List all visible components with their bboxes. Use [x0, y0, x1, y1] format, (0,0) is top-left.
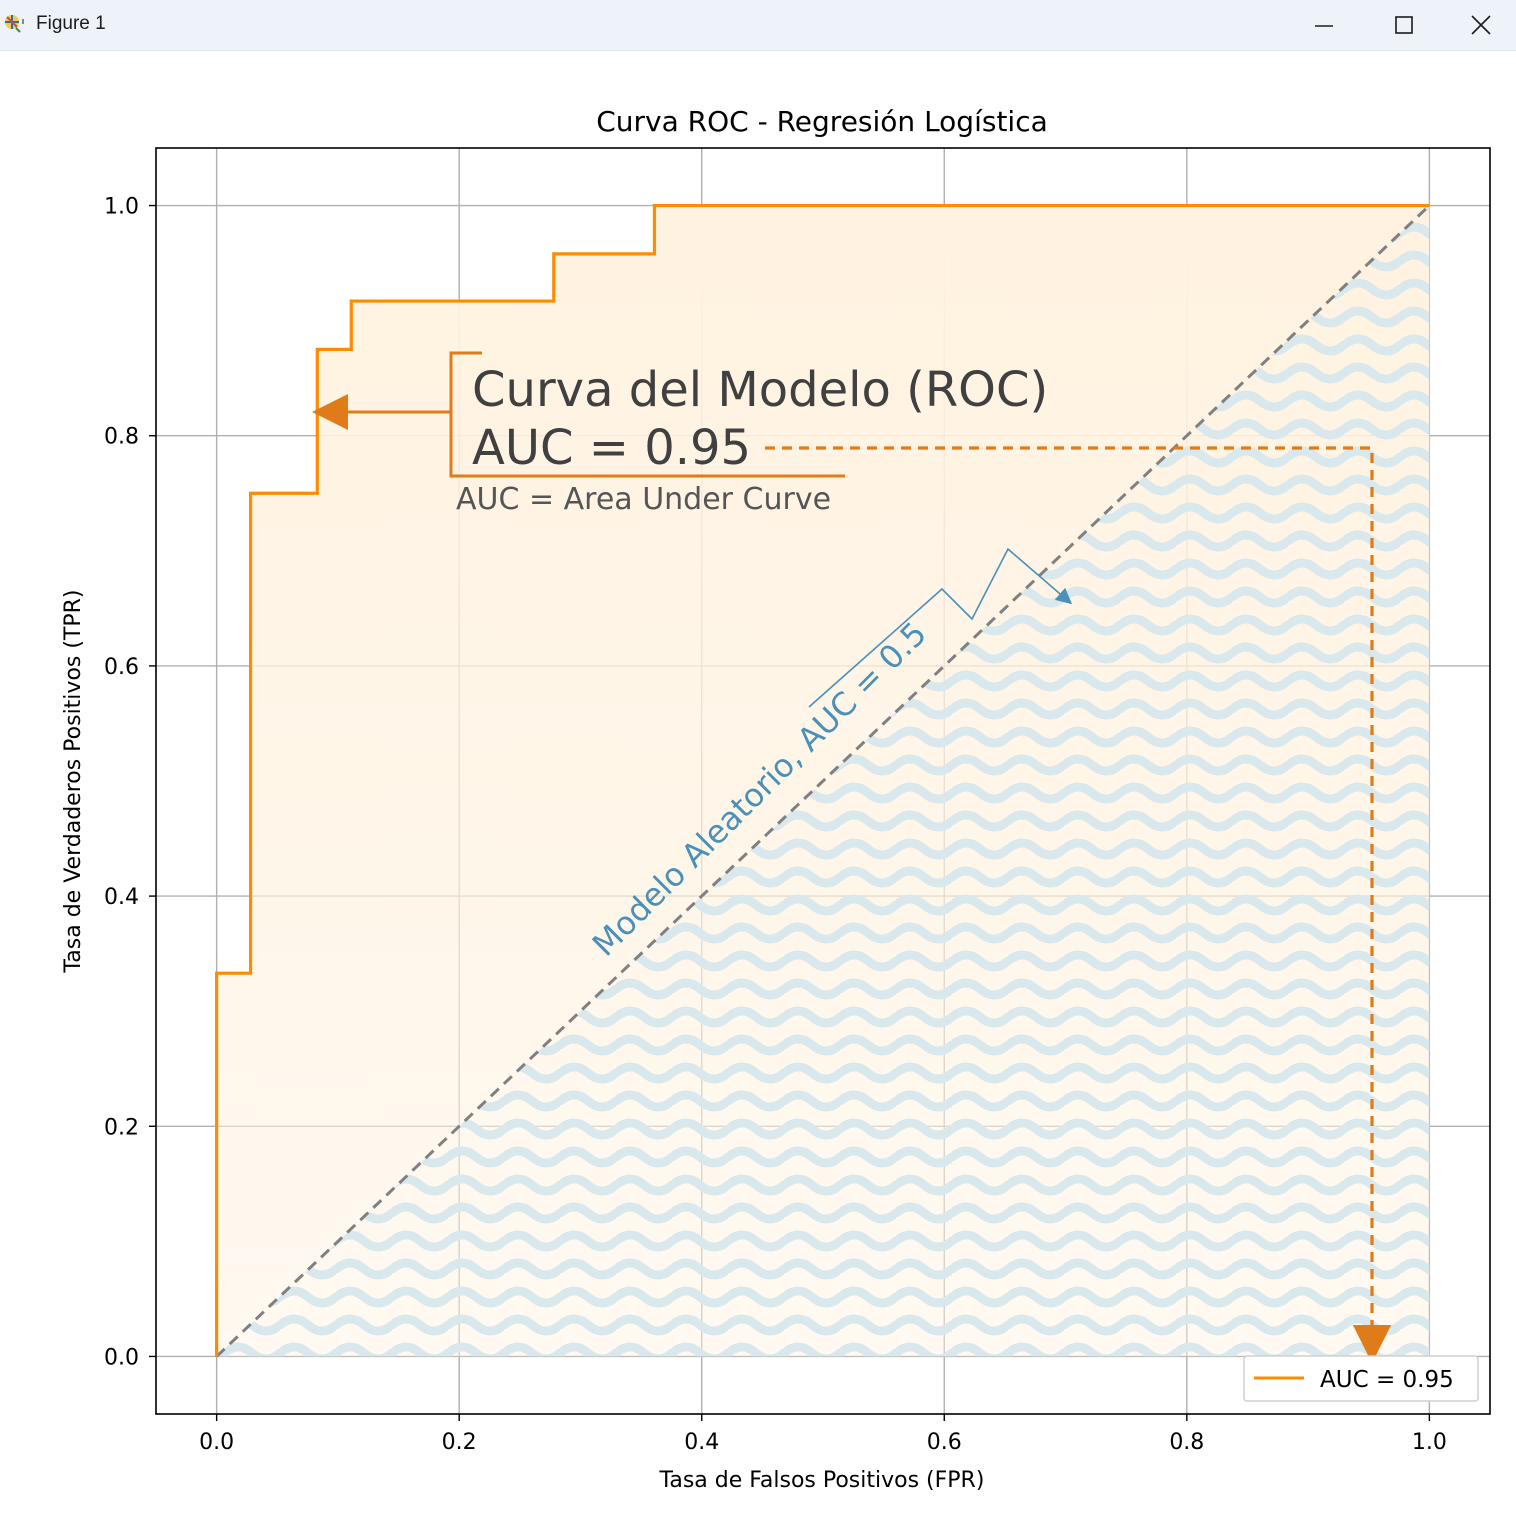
y-tick-label: 0.6 [104, 655, 139, 680]
legend-box [1243, 1355, 1479, 1402]
annotation-model-note: AUC = Area Under Curve [456, 482, 831, 517]
window-title: Figure 1 [36, 13, 106, 34]
figure-canvas: 0.0 0.2 0.4 0.6 0.8 1.0 0.0 0.2 0.4 0.6 0.8 1.0 Cur… [0, 51, 1516, 1515]
minimize-icon [1315, 25, 1333, 27]
roc-chart: 0.0 0.2 0.4 0.6 0.8 1.0 0.0 0.2 0.4 0.6 0.8 1.0 Cur… [61, 105, 1491, 1493]
legend-entry: AUC = 0.95 [1320, 1367, 1454, 1393]
model-annotation-bracket [449, 351, 845, 478]
y-tick-label: 0.2 [104, 1115, 139, 1140]
x-axis-label: Tasa de Falsos Positivos (FPR) [659, 1468, 985, 1493]
x-tick-label: 0.2 [442, 1430, 477, 1455]
minimize-button[interactable] [1284, 0, 1364, 50]
y-tick-label: 1.0 [104, 195, 139, 220]
x-tick-label: 0.8 [1169, 1430, 1204, 1455]
random-annotation-bracket [808, 547, 1073, 708]
chart-title: Curva ROC - Regresión Logística [596, 105, 1048, 138]
axes-layer: 0.0 0.2 0.4 0.6 0.8 1.0 0.0 0.2 0.4 0.6 0.8 1.0 [104, 147, 1491, 1455]
x-tick-label: 1.0 [1412, 1430, 1447, 1455]
series-layer [215, 203, 1431, 1358]
y-tick-label: 0.4 [104, 885, 139, 910]
x-tick-label: 0.0 [199, 1430, 234, 1455]
maximize-icon [1395, 16, 1413, 34]
maximize-button[interactable] [1364, 0, 1444, 50]
matplotlib-figure-icon [5, 15, 24, 33]
y-tick-label: 0.0 [104, 1345, 139, 1370]
annotation-model-line1: Curva del Modelo (ROC) [472, 362, 1048, 418]
annotation-model-line2: AUC = 0.95 [472, 420, 751, 476]
random-diagonal-line [215, 204, 1431, 1358]
close-icon [1471, 15, 1491, 35]
plot-frame [155, 147, 1491, 1415]
close-button[interactable] [1446, 0, 1516, 50]
y-tick-label: 0.8 [104, 425, 139, 450]
legend: AUC = 0.95 [1243, 1355, 1479, 1402]
x-tick-label: 0.4 [684, 1430, 719, 1455]
y-axis-label: Tasa de Verdaderos Positivos (TPR) [61, 589, 86, 973]
roc-curve-line [215, 203, 1430, 1357]
x-tick-label: 0.6 [927, 1430, 962, 1455]
annotation-layer [312, 351, 1392, 1364]
window-titlebar: Figure 1 [0, 0, 1516, 51]
